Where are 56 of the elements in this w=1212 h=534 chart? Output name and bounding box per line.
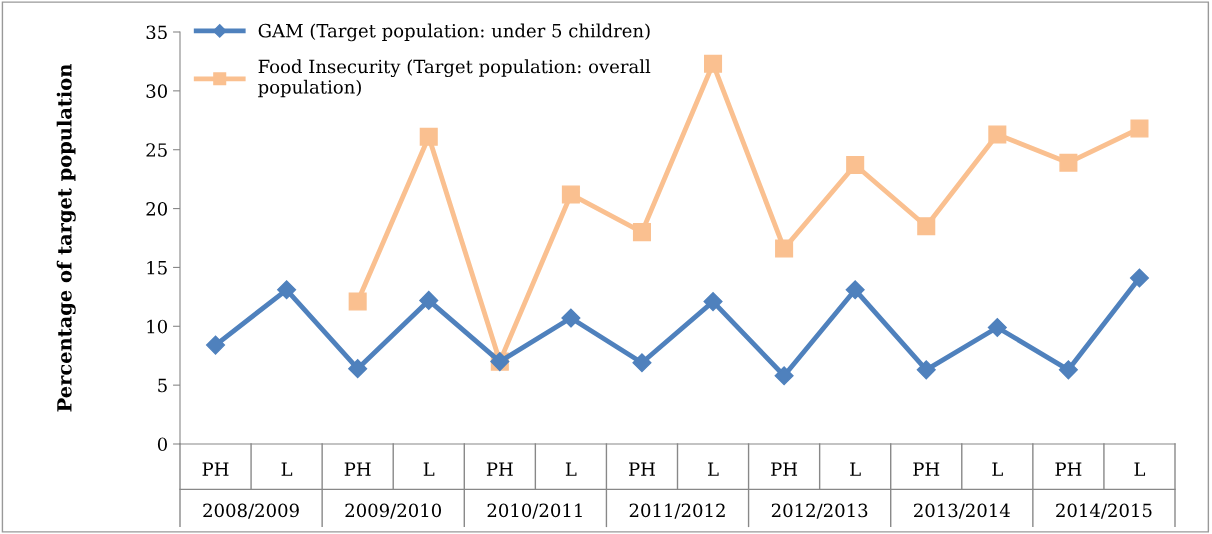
- point: [632, 353, 652, 373]
- point: [561, 185, 580, 204]
- point: [348, 292, 367, 311]
- x-tick-label: PH: [629, 462, 655, 476]
- y-tick-label: 30: [146, 84, 167, 98]
- point: [917, 217, 936, 236]
- x-tick-label: PH: [913, 462, 940, 476]
- y-tick-label: 10: [147, 319, 167, 334]
- point: [1058, 360, 1078, 380]
- x-tick-label: L: [992, 462, 1003, 476]
- x-tick-label: L: [850, 462, 861, 476]
- point: [206, 335, 226, 355]
- point: [1130, 119, 1149, 138]
- legend-label: GAM (Target population: under 5 children): [258, 23, 650, 42]
- y-tick-label: 35: [146, 25, 167, 40]
- point: [348, 359, 368, 379]
- legend-label: Food Insecurity (Target population: overall population): [258, 59, 651, 98]
- point: [1059, 153, 1078, 172]
- y-tick-label: 5: [158, 378, 167, 393]
- point: [846, 155, 865, 175]
- point: [704, 54, 723, 73]
- point: [774, 366, 794, 386]
- text: 2014/2015: [1056, 503, 1152, 519]
- point: [845, 280, 865, 300]
- x-tick-label: L: [565, 462, 577, 476]
- y-axis-title: Percentage of target population: [56, 64, 76, 412]
- y-tick-label: 20: [146, 202, 167, 216]
- point: [916, 360, 936, 380]
- point: [561, 308, 581, 328]
- x-tick-label: PH: [1055, 462, 1082, 476]
- point: [1129, 268, 1149, 288]
- point: [988, 125, 1007, 144]
- text: 2012/2013: [771, 503, 868, 519]
- point: [419, 127, 438, 146]
- text: 2010/2011: [487, 503, 582, 519]
- y-tick-label: 25: [146, 143, 167, 157]
- x-tick-label: PH: [771, 462, 798, 476]
- x-tick-label: L: [281, 462, 293, 476]
- point: [277, 280, 297, 300]
- point: [775, 239, 794, 258]
- y-tick-label: 0: [157, 437, 167, 452]
- x-tick-label: L: [423, 462, 435, 476]
- x-tick-label: L: [708, 462, 719, 476]
- x-tick-label: PH: [486, 462, 513, 476]
- y-tick-label: 15: [147, 260, 167, 275]
- x-tick-label: PH: [202, 462, 229, 476]
- point: [703, 292, 723, 312]
- point: [632, 223, 651, 242]
- point: [987, 317, 1007, 337]
- x-tick-label: L: [1134, 462, 1146, 476]
- text: 2009/2010: [345, 503, 442, 519]
- point: [419, 290, 439, 310]
- text: 2013/2014: [914, 503, 1010, 519]
- text: 2008/2009: [203, 503, 299, 519]
- x-tick-label: PH: [344, 462, 371, 476]
- text: 2011/2012: [629, 503, 725, 519]
